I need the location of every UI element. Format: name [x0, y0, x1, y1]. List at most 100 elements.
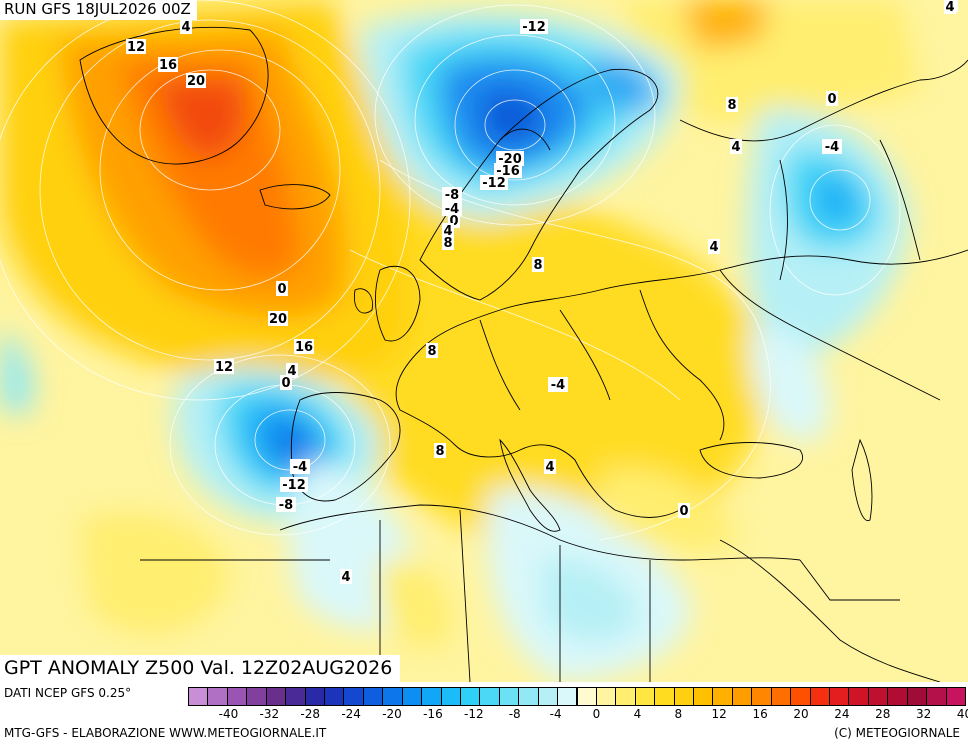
legend-swatch — [557, 687, 578, 706]
legend-swatch — [382, 687, 403, 706]
legend-swatch — [867, 687, 889, 706]
positive-africa-west — [80, 512, 230, 634]
legend-swatch — [887, 687, 908, 706]
legend-swatch — [751, 687, 772, 706]
contour-label: 0 — [280, 375, 292, 391]
svg-text:4: 4 — [545, 460, 554, 475]
legend-tick-label: 8 — [674, 707, 683, 721]
contour-label: -4 — [290, 459, 310, 475]
contour-label: 4 — [442, 223, 454, 239]
legend-swatch — [304, 687, 325, 706]
low-russia-core — [815, 174, 860, 226]
contour-label: 12 — [126, 39, 146, 55]
legend-swatch — [362, 687, 384, 706]
contour-label: -8 — [276, 497, 296, 513]
svg-text:4: 4 — [709, 240, 718, 255]
legend-swatch — [459, 687, 481, 706]
legend-swatch — [595, 687, 617, 706]
legend-tick-label: 20 — [793, 707, 809, 721]
contour-label: 12 — [214, 359, 234, 375]
svg-text:8: 8 — [533, 258, 542, 273]
legend-swatch — [440, 687, 461, 706]
legend-tick-label: -12 — [464, 707, 484, 721]
legend-swatch — [770, 687, 792, 706]
contour-label: 20 — [268, 311, 288, 327]
svg-text:12: 12 — [127, 40, 145, 55]
legend-swatch — [906, 687, 928, 706]
legend-swatch — [829, 687, 850, 706]
low-west-edge — [0, 330, 33, 415]
legend-swatch — [712, 687, 733, 706]
legend-tick-label: 24 — [834, 707, 850, 721]
contour-label: -12 — [280, 477, 308, 493]
svg-text:8: 8 — [427, 344, 436, 359]
svg-text:0: 0 — [281, 376, 290, 391]
contour-label: -8 — [442, 187, 462, 203]
svg-text:4: 4 — [181, 20, 190, 35]
legend-swatch — [615, 687, 636, 706]
contour-label: 0 — [826, 91, 838, 107]
legend-swatch — [518, 687, 539, 706]
footer-credit-left: MTG-GFS - ELABORAZIONE WWW.METEOGIORNALE… — [4, 726, 327, 740]
svg-text:0: 0 — [277, 282, 286, 297]
contour-label: 4 — [286, 363, 298, 379]
svg-text:-4: -4 — [293, 460, 307, 475]
chart-title: GPT ANOMALY Z500 Val. 12Z02AUG2026 — [0, 655, 401, 682]
legend-tick-label: 40 — [956, 707, 968, 721]
contour-label: 16 — [294, 339, 314, 355]
legend-swatch — [731, 687, 753, 706]
legend-tick-label: -24 — [341, 707, 361, 721]
svg-text:-12: -12 — [282, 478, 306, 493]
contour-label: 4 — [544, 459, 556, 475]
legend-swatch — [945, 687, 966, 706]
contour-label: 4 — [730, 139, 742, 155]
legend-swatch — [285, 687, 306, 706]
contour-label: 8 — [532, 257, 544, 273]
svg-text:0: 0 — [827, 92, 836, 107]
legend-tick-label: 16 — [752, 707, 768, 721]
svg-text:-4: -4 — [825, 140, 839, 155]
footer-credit-right: (C) METEOGIORNALE — [834, 726, 960, 740]
contour-label: -12 — [480, 175, 508, 191]
svg-text:20: 20 — [269, 312, 287, 327]
high-atlantic-core — [160, 80, 244, 160]
legend-tick-label: 12 — [711, 707, 727, 721]
contour-label: 4 — [708, 239, 720, 255]
svg-text:4: 4 — [945, 0, 954, 15]
negative-libya — [540, 558, 640, 643]
legend-swatch — [323, 687, 345, 706]
legend-swatch — [576, 687, 597, 706]
legend-swatch — [809, 687, 831, 706]
svg-text:4: 4 — [443, 224, 452, 239]
svg-text:-4: -4 — [551, 378, 565, 393]
low-iberia-core — [272, 419, 315, 465]
legend-swatch — [654, 687, 675, 706]
legend-tick-label: -32 — [259, 707, 280, 721]
svg-text:4: 4 — [341, 570, 350, 585]
run-label: RUN GFS 18JUL2026 00Z — [0, 0, 197, 20]
positive-ne-core — [680, 0, 770, 50]
legend-swatch — [226, 687, 248, 706]
contour-label: 8 — [426, 343, 438, 359]
svg-text:4: 4 — [287, 364, 296, 379]
legend-tick-label: 28 — [875, 707, 891, 721]
legend-swatch — [343, 687, 364, 706]
legend-swatch — [848, 687, 869, 706]
legend-swatch — [188, 687, 209, 706]
svg-text:-8: -8 — [279, 498, 293, 513]
contour-label: 8 — [434, 443, 446, 459]
contour-label: 16 — [158, 57, 178, 73]
legend-swatch — [207, 687, 228, 706]
legend-swatch — [790, 687, 811, 706]
contour-label: -12 — [520, 19, 548, 35]
anomaly-fill-field — [0, 0, 968, 682]
legend-swatch — [673, 687, 695, 706]
high-atlantic-inner — [120, 60, 300, 279]
low-russia-tail — [750, 328, 830, 442]
svg-text:8: 8 — [727, 98, 736, 113]
svg-text:8: 8 — [435, 444, 444, 459]
legend-swatch — [693, 687, 714, 706]
